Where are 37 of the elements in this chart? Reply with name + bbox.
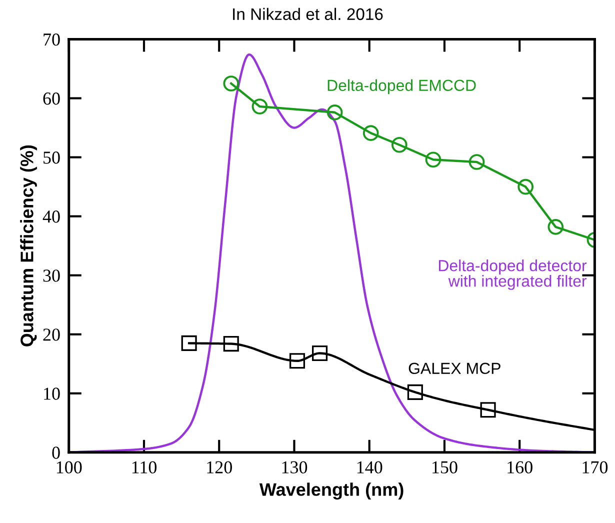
y-tick-label: 50 [44,152,60,164]
y-tick-label: 20 [43,328,60,341]
chart-title: In Nikzad et al. 2016 [233,8,383,20]
point [425,152,442,168]
point [289,353,306,369]
point [312,345,328,362]
x-tick-label: 110 [132,461,157,474]
point [223,76,240,92]
x-tick-label: 100 [56,461,82,474]
x-tick-label: 160 [508,461,532,474]
x-tick-label: 170 [582,461,608,474]
point [391,136,408,153]
x-axis-title: Wavelength (nm) [259,482,404,500]
point [252,98,268,114]
point [548,219,564,235]
y-axis-title: Quantum Efficiency (%) [20,145,37,346]
annotation: Delta-doped EMCCD [328,79,476,94]
point [468,154,485,170]
point [181,335,197,351]
y-tick-label: 70 [44,33,60,46]
annotation: GALEX MCP [408,362,500,374]
x-tick-label: 120 [207,461,232,474]
point [362,125,379,141]
x-tick-label: 150 [432,461,458,474]
y-tick-label: 10 [44,388,60,400]
y-tick-label: 40 [42,210,60,223]
point [326,104,343,120]
point [223,336,239,352]
point [407,384,423,400]
point [480,402,496,418]
x-tick-label: 130 [282,461,308,474]
annotation: Delta-doped detector with integrated filter [438,260,587,290]
x-tick-label: 140 [357,461,382,474]
y-tick-label: 60 [43,92,60,105]
y-tick-label: 30 [43,270,60,282]
point [518,178,534,195]
y-tick-label: 0 [52,446,60,459]
